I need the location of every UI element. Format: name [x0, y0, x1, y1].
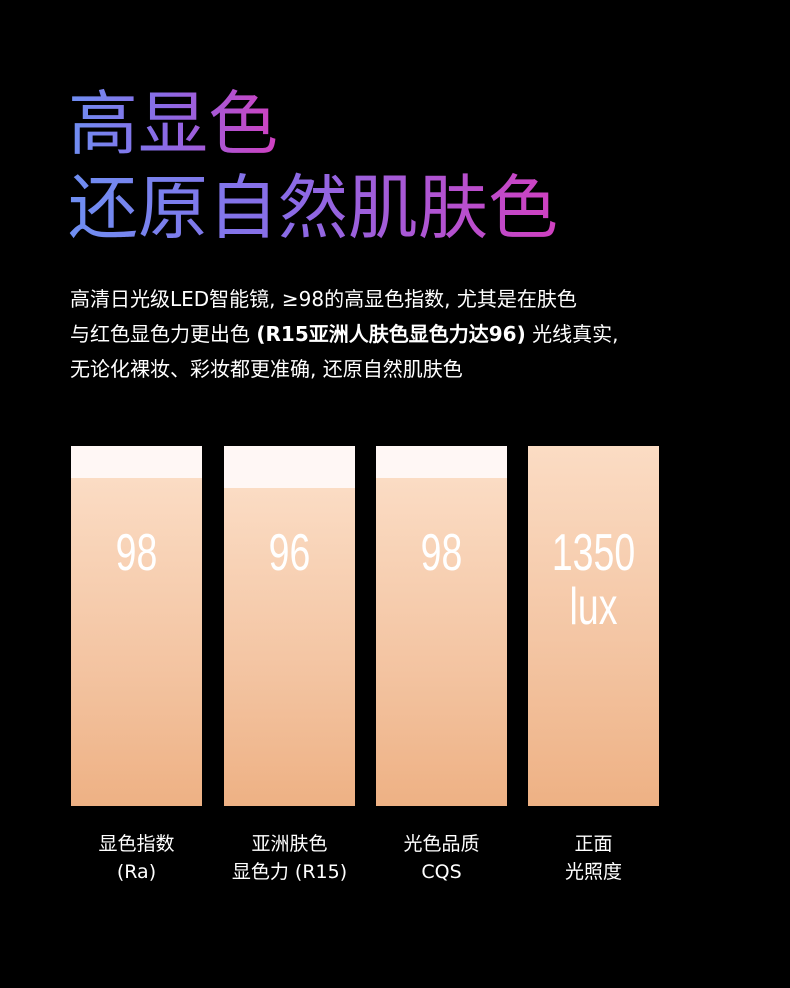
bar-fill: [528, 446, 659, 806]
label-line: 光色品质: [403, 833, 480, 855]
metric-bar: 98: [71, 446, 202, 806]
text-segment: 光线真实,: [525, 322, 619, 346]
title-line: 高显色: [68, 83, 278, 165]
metric-value: 98: [89, 526, 183, 580]
text-segment: 无论化裸妆、彩妆都更准确, 还原自然肌肤色: [70, 357, 463, 381]
metric-value: 98: [394, 526, 488, 580]
metric-label: 光色品质 CQS: [376, 830, 507, 886]
metric-bar: 98: [376, 446, 507, 806]
text-segment: 高清日光级LED智能镜, ≥98的高显色指数, 尤其是在肤色: [70, 287, 577, 311]
value-line: 96: [268, 524, 311, 582]
metric-value: 96: [242, 526, 336, 580]
bar-fill: [71, 478, 202, 806]
metric-value: 1350 lux: [546, 526, 640, 634]
text-segment: 与红色显色力更出色: [70, 322, 257, 346]
value-line: 1350: [551, 524, 636, 582]
bar-fill: [224, 488, 355, 806]
label-line: 显色力 (R15): [231, 861, 348, 883]
label-line: 显色指数: [98, 833, 175, 855]
label-line: CQS: [421, 861, 462, 883]
metric-label: 显色指数 (Ra): [71, 830, 202, 886]
value-line: lux: [569, 578, 618, 636]
title-line: 还原自然肌肤色: [68, 167, 558, 249]
value-line: 98: [115, 524, 158, 582]
metric-label: 正面 光照度: [528, 830, 659, 886]
label-line: 正面: [574, 833, 613, 855]
label-line: (Ra): [116, 861, 157, 883]
description: 高清日光级LED智能镜, ≥98的高显色指数, 尤其是在肤色与红色显色力更出色 …: [70, 282, 618, 387]
value-line: 98: [420, 524, 463, 582]
description-line: 高清日光级LED智能镜, ≥98的高显色指数, 尤其是在肤色: [70, 282, 618, 317]
description-line: 无论化裸妆、彩妆都更准确, 还原自然肌肤色: [70, 352, 618, 387]
label-line: 亚洲肤色: [251, 833, 328, 855]
text-segment: (R15亚洲人肤色显色力达96): [256, 322, 526, 346]
label-line: 光照度: [564, 861, 622, 883]
metric-bar: 96: [224, 446, 355, 806]
description-line: 与红色显色力更出色 (R15亚洲人肤色显色力达96) 光线真实,: [70, 317, 618, 352]
metric-label: 亚洲肤色显色力 (R15): [224, 830, 355, 886]
bar-fill: [376, 478, 507, 806]
metric-bar: 1350 lux: [528, 446, 659, 806]
